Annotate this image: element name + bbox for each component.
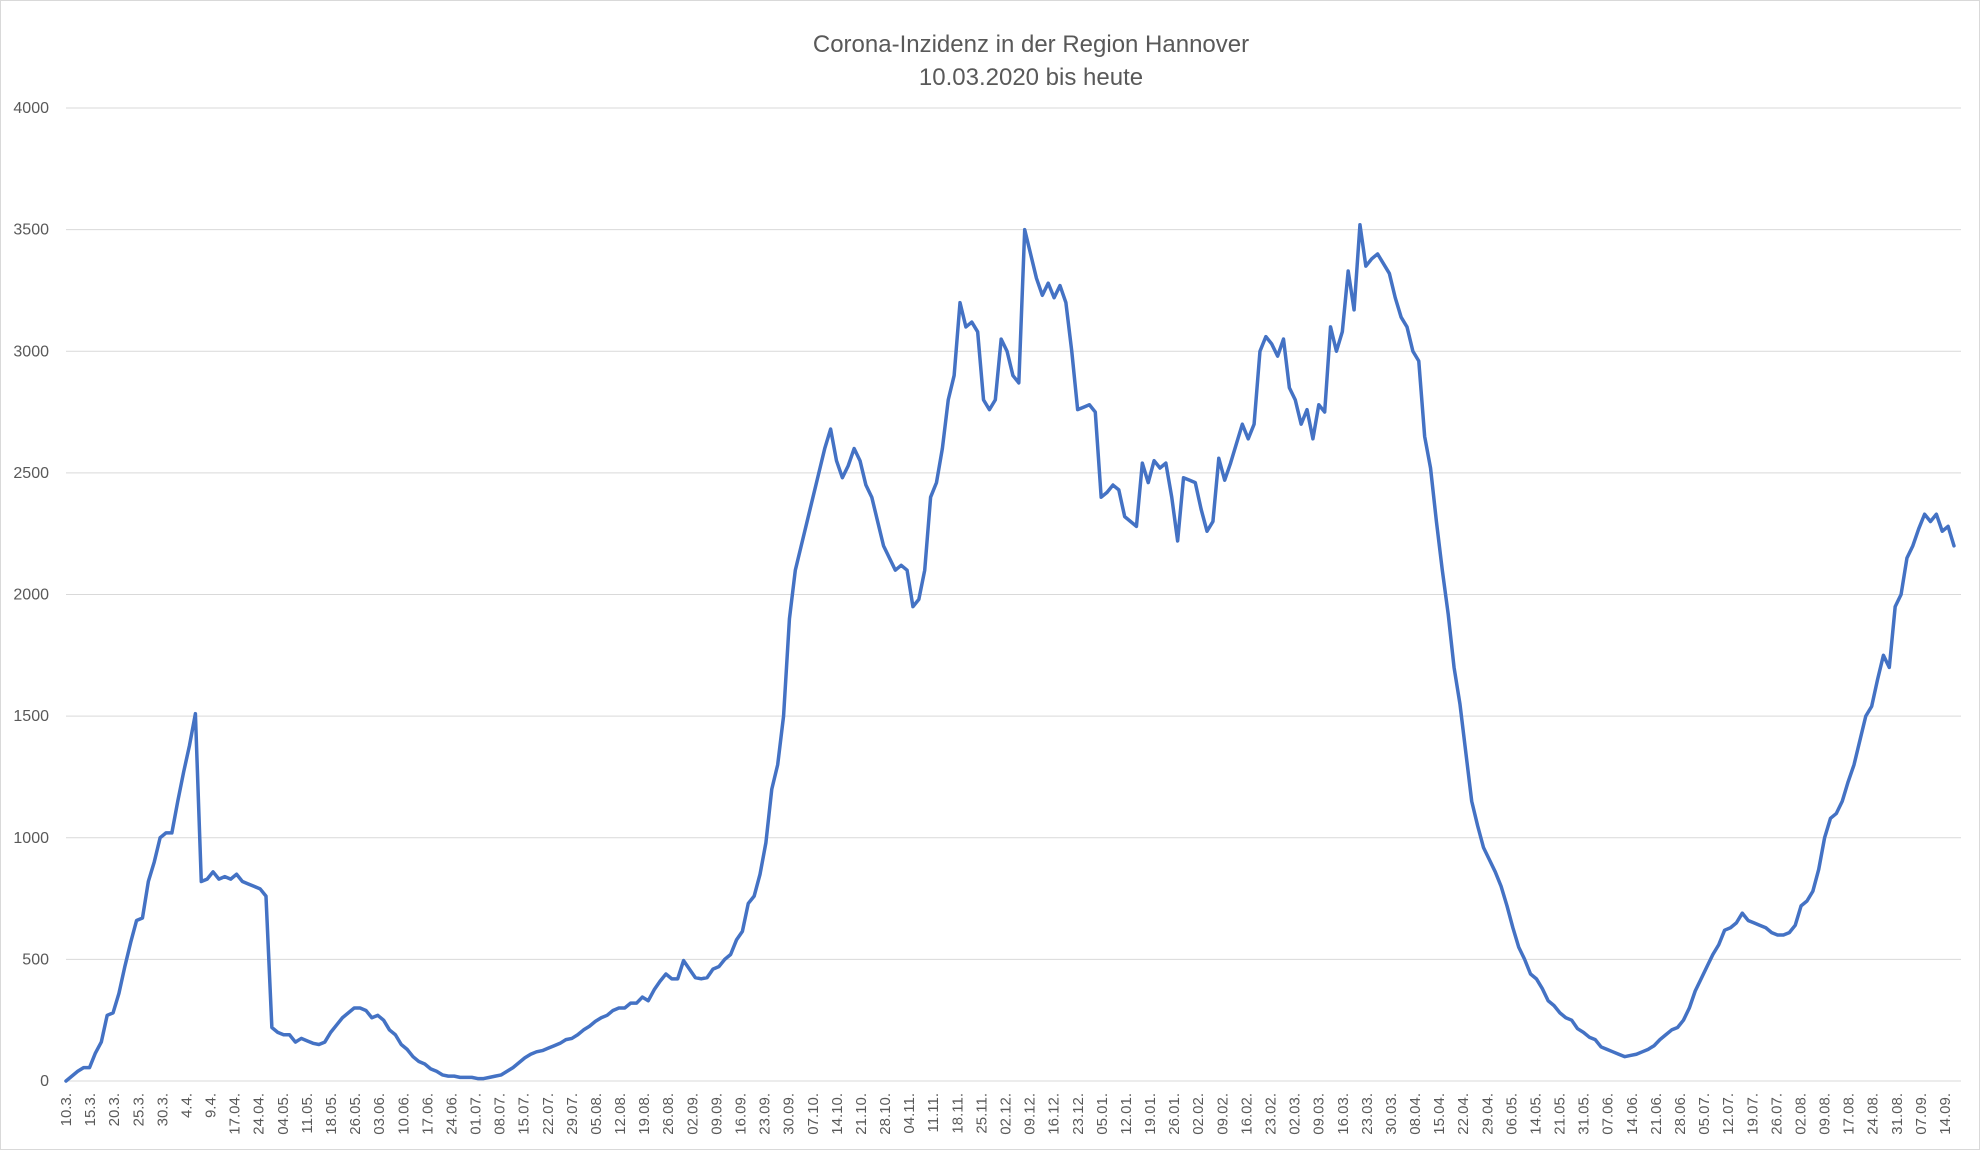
x-tick-label: 22.07. <box>540 1093 557 1135</box>
y-tick-label: 500 <box>22 951 49 968</box>
y-tick-label: 1500 <box>13 708 49 725</box>
x-tick-label: 06.05. <box>1503 1093 1520 1135</box>
x-tick-label: 18.05. <box>323 1093 340 1135</box>
x-tick-label: 07.06. <box>1600 1093 1617 1135</box>
x-tick-label: 14.09. <box>1937 1093 1954 1135</box>
x-tick-label: 21.06. <box>1648 1093 1665 1135</box>
x-tick-label: 26.01. <box>1166 1093 1183 1135</box>
x-tick-label: 02.09. <box>684 1093 701 1135</box>
x-tick-label: 18.11. <box>949 1093 966 1134</box>
x-tick-label: 19.01. <box>1142 1093 1159 1135</box>
x-tick-label: 01.07. <box>468 1093 485 1135</box>
x-tick-label: 12.01. <box>1118 1093 1135 1135</box>
x-tick-label: 29.04. <box>1479 1093 1496 1135</box>
chart-title: Corona-Inzidenz in der Region Hannover <box>813 31 1249 58</box>
y-tick-label: 1000 <box>13 830 49 847</box>
y-axis-ticks: 0 500 1000 1500 2000 2500 3000 3500 4000 <box>13 100 49 1090</box>
x-tick-label: 08.07. <box>492 1093 509 1135</box>
chart-subtitle: 10.03.2020 bis heute <box>919 64 1143 91</box>
y-tick-label: 0 <box>40 1073 49 1090</box>
x-tick-label: 19.07. <box>1744 1093 1761 1135</box>
y-tick-label: 3500 <box>13 222 49 239</box>
x-tick-label: 09.09. <box>708 1093 725 1135</box>
x-tick-label: 07.10. <box>805 1093 822 1135</box>
x-tick-label: 26.05. <box>347 1093 364 1135</box>
x-tick-label: 05.01. <box>1094 1093 1111 1135</box>
x-tick-label: 9.4. <box>203 1093 220 1118</box>
x-tick-label: 26.07. <box>1768 1093 1785 1135</box>
x-tick-label: 23.12. <box>1070 1093 1087 1135</box>
x-tick-label: 25.11. <box>973 1093 990 1134</box>
x-tick-label: 4.4. <box>178 1093 195 1118</box>
x-tick-label: 28.10. <box>877 1093 894 1135</box>
x-tick-label: 16.03. <box>1335 1093 1352 1135</box>
x-tick-label: 30.03. <box>1383 1093 1400 1135</box>
x-tick-label: 09.12. <box>1022 1093 1039 1135</box>
x-tick-label: 03.06. <box>371 1093 388 1135</box>
x-tick-label: 10.3. <box>58 1093 75 1126</box>
x-tick-label: 14.06. <box>1624 1093 1641 1135</box>
x-tick-label: 16.02. <box>1238 1093 1255 1135</box>
x-tick-label: 23.03. <box>1359 1093 1376 1135</box>
x-tick-label: 11.11. <box>925 1093 942 1132</box>
gridlines <box>66 107 1961 1082</box>
x-tick-label: 25.3. <box>130 1093 147 1126</box>
x-tick-label: 15.3. <box>82 1093 99 1126</box>
x-tick-label: 31.08. <box>1889 1093 1906 1135</box>
x-tick-label: 15.07. <box>516 1093 533 1135</box>
x-tick-label: 11.05. <box>299 1093 316 1134</box>
x-tick-label: 14.10. <box>829 1093 846 1135</box>
series-layer <box>64 223 1956 1083</box>
x-axis-ticks: 10.3. 15.3. 20.3. 25.3. 30.3. 4.4. 9.4. 17.04. 2… <box>58 1093 1954 1135</box>
x-tick-label: 21.10. <box>853 1093 870 1135</box>
x-tick-label: 29.07. <box>564 1093 581 1135</box>
y-tick-label: 2000 <box>13 587 49 604</box>
x-tick-label: 09.08. <box>1817 1093 1834 1135</box>
y-tick-label: 4000 <box>13 100 49 117</box>
x-tick-label: 24.04. <box>251 1093 268 1135</box>
x-tick-label: 22.04. <box>1455 1093 1472 1135</box>
x-tick-label: 17.08. <box>1841 1093 1858 1135</box>
x-tick-label: 30.09. <box>781 1093 798 1135</box>
x-tick-label: 21.05. <box>1552 1093 1569 1135</box>
x-tick-label: 08.04. <box>1407 1093 1424 1135</box>
x-tick-label: 23.02. <box>1263 1093 1280 1135</box>
x-tick-label: 12.07. <box>1720 1093 1737 1135</box>
x-tick-label: 09.02. <box>1214 1093 1231 1135</box>
y-tick-label: 2500 <box>13 465 49 482</box>
x-tick-label: 05.08. <box>588 1093 605 1135</box>
x-tick-label: 16.12. <box>1046 1093 1063 1135</box>
x-tick-label: 09.03. <box>1311 1093 1328 1135</box>
x-tick-label: 24.06. <box>443 1093 460 1135</box>
x-tick-label: 07.09. <box>1913 1093 1930 1135</box>
x-tick-label: 02.02. <box>1190 1093 1207 1135</box>
x-tick-label: 14.05. <box>1528 1093 1545 1135</box>
x-tick-label: 20.3. <box>106 1093 123 1126</box>
x-tick-label: 17.06. <box>419 1093 436 1135</box>
y-tick-label: 3000 <box>13 343 49 360</box>
x-tick-label: 15.04. <box>1431 1093 1448 1135</box>
x-tick-label: 30.3. <box>154 1093 171 1126</box>
x-tick-label: 05.07. <box>1696 1093 1713 1135</box>
series-line <box>64 223 1956 1083</box>
x-tick-label: 02.12. <box>998 1093 1015 1135</box>
x-tick-label: 23.09. <box>757 1093 774 1135</box>
x-tick-label: 04.05. <box>275 1093 292 1135</box>
x-tick-label: 24.08. <box>1865 1093 1882 1135</box>
x-tick-label: 04.11. <box>901 1093 918 1134</box>
x-tick-label: 16.09. <box>733 1093 750 1135</box>
x-tick-label: 02.08. <box>1793 1093 1810 1135</box>
x-tick-label: 26.08. <box>660 1093 677 1135</box>
x-tick-label: 17.04. <box>227 1093 244 1135</box>
x-tick-label: 31.05. <box>1576 1093 1593 1135</box>
x-tick-label: 12.08. <box>612 1093 629 1135</box>
x-tick-label: 28.06. <box>1672 1093 1689 1135</box>
x-tick-label: 02.03. <box>1287 1093 1304 1135</box>
x-tick-label: 19.08. <box>636 1093 653 1135</box>
x-tick-label: 10.06. <box>395 1093 412 1135</box>
